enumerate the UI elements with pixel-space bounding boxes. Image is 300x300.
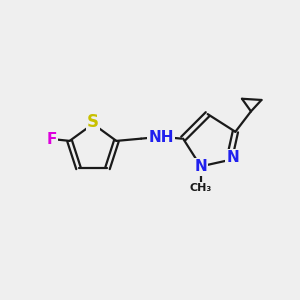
- Text: N: N: [194, 160, 207, 175]
- Text: CH₃: CH₃: [190, 183, 212, 193]
- Text: F: F: [46, 132, 57, 147]
- Text: N: N: [226, 150, 239, 165]
- Text: S: S: [87, 113, 99, 131]
- Text: NH: NH: [148, 130, 174, 145]
